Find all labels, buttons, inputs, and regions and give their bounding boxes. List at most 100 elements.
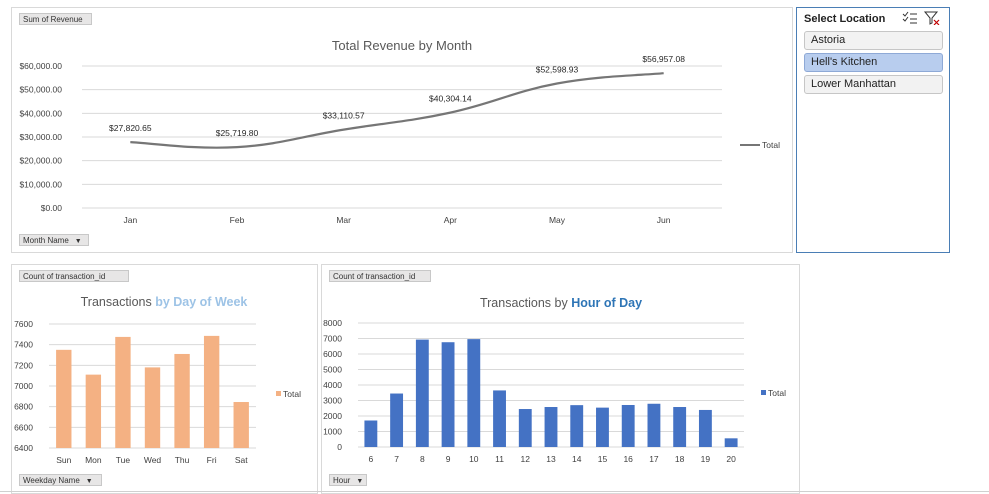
y-tick-label: 5000 <box>323 365 342 375</box>
hour-field-button[interactable]: Hour ▼ <box>329 474 367 486</box>
field-button-label: Sum of Revenue <box>23 15 83 24</box>
hour-of-day-chart-panel[interactable]: Count of transaction_id Transactions by … <box>321 264 800 494</box>
y-tick-label: $50,000.00 <box>19 85 62 95</box>
field-button-label: Weekday Name <box>23 476 80 485</box>
x-tick-label: 20 <box>726 454 736 464</box>
field-button-label: Count of transaction_id <box>23 272 106 281</box>
field-button-label: Count of transaction_id <box>333 272 416 281</box>
bar-fri <box>203 335 220 448</box>
legend-swatch <box>276 391 281 396</box>
y-tick-label: 0 <box>337 442 342 452</box>
slicer-item-label: Astoria <box>811 34 846 46</box>
sum-of-revenue-field-button[interactable]: Sum of Revenue <box>19 13 92 25</box>
chart-title: Transactions by Hour of Day <box>480 296 642 310</box>
x-tick-label: 19 <box>701 454 711 464</box>
day-of-week-chart-panel[interactable]: Count of transaction_id Transactions by … <box>11 264 318 494</box>
data-label: $25,719.80 <box>216 128 259 138</box>
bar-10 <box>467 339 481 447</box>
y-tick-label: 2000 <box>323 411 342 421</box>
x-tick-label: Sat <box>235 455 248 465</box>
x-tick-label: 7 <box>394 454 399 464</box>
bar-9 <box>441 342 455 447</box>
y-tick-label: $10,000.00 <box>19 179 62 189</box>
bar-wed <box>144 367 161 448</box>
x-tick-label: 12 <box>521 454 531 464</box>
y-tick-label: $60,000.00 <box>19 61 62 71</box>
sheet-bottom-divider <box>0 491 989 492</box>
bar-20 <box>724 438 738 447</box>
count-transaction-field-button[interactable]: Count of transaction_id <box>329 270 431 282</box>
y-tick-label: 7000 <box>14 381 33 391</box>
data-label: $52,598.93 <box>536 65 579 75</box>
legend-swatch <box>761 390 766 395</box>
slicer-title: Select Location <box>804 13 886 25</box>
x-tick-label: Thu <box>175 455 190 465</box>
chart-title: Transactions by Day of Week <box>81 295 248 309</box>
clear-filter-icon[interactable] <box>923 11 940 26</box>
slicer-item-lower-manhattan[interactable]: Lower Manhattan <box>804 75 943 94</box>
hour-of-day-bar-chart: Transactions by Hour of Day 0 1000 2000 3000… <box>323 296 786 464</box>
x-tick-label: 18 <box>675 454 685 464</box>
bar-18 <box>673 407 687 447</box>
x-tick-label: 8 <box>420 454 425 464</box>
x-tick-label: 14 <box>572 454 582 464</box>
y-tick-label: 6600 <box>14 422 33 432</box>
multi-select-icon[interactable] <box>902 11 917 24</box>
chart-title: Total Revenue by Month <box>332 38 472 53</box>
series-line-total <box>130 72 664 149</box>
x-tick-label: Mon <box>85 455 102 465</box>
y-tick-label: $40,000.00 <box>19 108 62 118</box>
x-tick-label: May <box>549 215 566 225</box>
chart-title-highlight: by Day of Week <box>155 295 247 309</box>
y-tick-label: 7400 <box>14 340 33 350</box>
x-tick-label: Wed <box>144 455 162 465</box>
month-name-field-button[interactable]: Month Name ▼ <box>19 234 89 246</box>
bar-15 <box>596 407 609 447</box>
slicer-item-label: Hell's Kitchen <box>811 56 878 68</box>
bar-mon <box>85 374 102 448</box>
x-tick-label: 13 <box>546 454 556 464</box>
slicer-toolbar <box>902 11 940 26</box>
slicer-item-hells-kitchen[interactable]: Hell's Kitchen <box>804 53 943 72</box>
bar-7 <box>390 393 404 447</box>
x-tick-label: Jun <box>657 215 671 225</box>
day-of-week-bar-chart: Transactions by Day of Week 6400 6600 6800 7… <box>14 295 301 465</box>
legend-label: Total <box>762 140 780 150</box>
weekday-name-field-button[interactable]: Weekday Name ▼ <box>19 474 102 486</box>
dropdown-arrow-icon: ▼ <box>74 238 82 245</box>
x-tick-label: Jan <box>123 215 137 225</box>
bar-11 <box>493 390 506 447</box>
y-tick-label: 8000 <box>323 318 342 328</box>
chart-title-highlight: Hour of Day <box>571 296 642 310</box>
bar-13 <box>544 407 558 447</box>
y-tick-label: 6000 <box>323 349 342 359</box>
y-tick-label: 7600 <box>14 319 33 329</box>
bar-12 <box>518 409 532 447</box>
y-tick-label: 1000 <box>323 427 342 437</box>
slicer-item-astoria[interactable]: Astoria <box>804 31 943 50</box>
x-tick-label: 17 <box>649 454 659 464</box>
revenue-chart-panel[interactable]: Sum of Revenue Total Revenue by Month $0.… <box>11 7 793 253</box>
x-tick-label: 10 <box>469 454 479 464</box>
x-tick-label: 9 <box>446 454 451 464</box>
dropdown-arrow-icon: ▼ <box>356 478 364 485</box>
x-tick-label: Feb <box>230 215 245 225</box>
y-tick-label: 4000 <box>323 380 342 390</box>
y-tick-label: 7000 <box>323 334 342 344</box>
legend-label: Total <box>283 389 301 399</box>
location-slicer[interactable]: Select Location Astoria Hell's Kitchen L… <box>796 7 950 253</box>
slicer-item-label: Lower Manhattan <box>811 78 896 90</box>
x-tick-label: Fri <box>207 455 217 465</box>
chart-title-main: Transactions by <box>480 296 571 310</box>
data-label: $27,820.65 <box>109 123 152 133</box>
count-transaction-field-button[interactable]: Count of transaction_id <box>19 270 129 282</box>
x-tick-label: Apr <box>444 215 457 225</box>
legend-label: Total <box>768 388 786 398</box>
y-tick-label: 7200 <box>14 360 33 370</box>
x-tick-label: Sun <box>56 455 71 465</box>
x-tick-label: 6 <box>368 454 373 464</box>
bar-sun <box>56 349 72 448</box>
y-tick-label: 6400 <box>14 443 33 453</box>
field-button-label: Month Name <box>23 236 69 245</box>
field-button-label: Hour <box>333 476 351 485</box>
